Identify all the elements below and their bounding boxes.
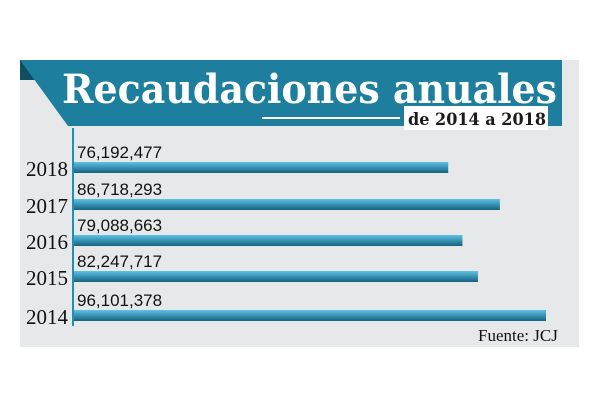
- bar-2016: [74, 235, 463, 246]
- category-label-2014: 2014: [26, 305, 69, 329]
- bar-2014: [74, 310, 546, 321]
- subtitle-badge: [404, 106, 548, 130]
- bars-group: 76,192,477 2018 86,718,293 2017 79,088,663 20…: [26, 143, 546, 329]
- bar-2015: [74, 271, 478, 282]
- value-label-2018: 76,192,477: [77, 143, 162, 162]
- chart-title: Recaudaciones anuales: [62, 66, 557, 113]
- value-label-2017: 86,718,293: [77, 180, 162, 199]
- category-label-2016: 2016: [26, 230, 68, 254]
- chart-subtitle: de 2014 a 2018: [408, 110, 546, 130]
- category-label-2018: 2018: [26, 157, 68, 181]
- value-label-2015: 82,247,717: [77, 252, 162, 271]
- value-label-2016: 79,088,663: [77, 216, 162, 235]
- category-label-2017: 2017: [26, 194, 68, 218]
- source-note: Fuente: JCJ: [478, 326, 558, 345]
- bar-2018: [74, 162, 449, 173]
- value-label-2014: 96,101,378: [77, 291, 162, 310]
- bar-2017: [74, 199, 500, 210]
- category-label-2015: 2015: [26, 266, 68, 290]
